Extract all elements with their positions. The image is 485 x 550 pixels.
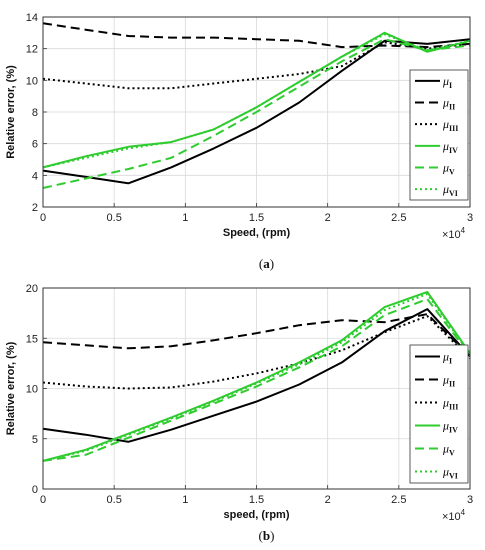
axes-box — [42, 287, 471, 490]
y-tick-label: 8 — [32, 107, 38, 119]
x-tick-label: 1 — [182, 212, 188, 224]
x-multiplier: ×104 — [442, 508, 466, 523]
chart-panel-b: 0 0.5 1 1.5 2 2.5 3 0 5 10 15 20 speed, (rpm) Relativ… — [5, 283, 473, 543]
y-axis-label: Relative error, (%) — [5, 341, 17, 435]
series-line-VI — [42, 33, 471, 169]
x-tick-label: 2 — [325, 212, 331, 224]
y-tick-label: 2 — [32, 202, 38, 214]
legend-box — [409, 69, 469, 201]
y-tick-label: 10 — [26, 384, 38, 396]
x-multiplier: ×104 — [442, 226, 466, 241]
panel-caption: (b) — [259, 528, 275, 543]
y-tick-label: 10 — [26, 75, 38, 87]
chart-panel-a: 0 0.5 1 1.5 2 2.5 3 2 4 6 8 10 12 14 Speed, (rpm) Relat… — [5, 12, 473, 271]
series-line-II — [42, 22, 471, 49]
y-tick-label: 14 — [26, 12, 38, 24]
y-axis-label: Relative error, (%) — [5, 65, 17, 159]
series-line-V — [42, 38, 471, 189]
y-tick-label: 5 — [32, 434, 38, 446]
y-tick-label: 4 — [32, 170, 38, 182]
series-line-III — [42, 315, 471, 390]
x-tick-label: 2.5 — [391, 212, 406, 224]
y-tick-label: 0 — [32, 484, 38, 496]
series-line-III — [42, 41, 471, 90]
x-axis-label: Speed, (rpm) — [223, 227, 291, 239]
x-tick-label: 3 — [467, 212, 473, 224]
y-tick-label: 15 — [26, 333, 38, 345]
x-tick-label: 1 — [182, 494, 188, 506]
y-tick-label: 6 — [32, 139, 38, 151]
panel-caption: (a) — [259, 256, 274, 271]
legend-box — [409, 344, 469, 484]
x-axis-label: speed, (rpm) — [223, 509, 289, 521]
x-tick-label: 1.5 — [249, 494, 264, 506]
x-tick-label: 2.5 — [391, 494, 406, 506]
x-tick-label: 3 — [467, 494, 473, 506]
x-tick-label: 2 — [325, 494, 331, 506]
y-tick-label: 20 — [26, 283, 38, 295]
y-tick-label: 12 — [26, 44, 38, 56]
series-line-V — [42, 298, 471, 462]
legend-entry-I: μI — [442, 74, 452, 90]
series-line-II — [42, 313, 471, 358]
axes-box — [42, 16, 471, 208]
x-tick-label: 0.5 — [107, 212, 122, 224]
series-line-IV — [42, 291, 471, 462]
x-tick-label: 0 — [40, 212, 46, 224]
x-tick-label: 0.5 — [107, 494, 122, 506]
series-line-I — [42, 38, 471, 185]
legend-entry-I: μI — [442, 350, 452, 366]
series-line-VI — [42, 293, 471, 462]
x-tick-label: 0 — [40, 494, 46, 506]
x-tick-label: 1.5 — [249, 212, 264, 224]
